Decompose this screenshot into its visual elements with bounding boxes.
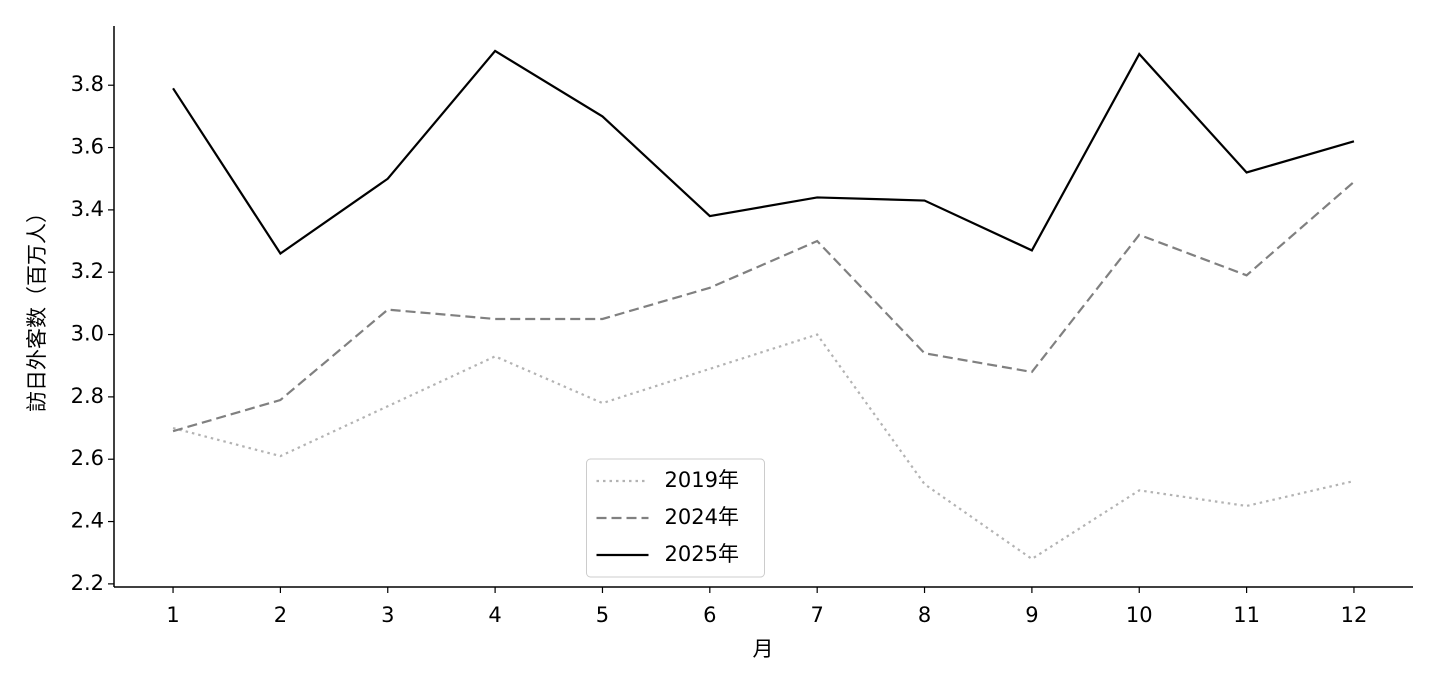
legend-label: 2019年 [665, 468, 739, 492]
x-tick-label: 9 [1025, 603, 1038, 627]
y-tick-label: 3.6 [71, 135, 104, 159]
x-tick-label: 4 [488, 603, 501, 627]
y-tick-label: 2.6 [71, 446, 104, 470]
y-tick-label: 3.8 [71, 72, 104, 96]
x-tick-label: 1 [166, 603, 179, 627]
x-axis-label: 月 [753, 637, 774, 661]
legend: 2019年 2024年 2025年 [586, 458, 765, 578]
y-tick-label: 2.2 [71, 571, 104, 595]
legend-label: 2025年 [665, 542, 739, 566]
x-tick-label: 2 [274, 603, 287, 627]
x-tick-label: 7 [810, 603, 823, 627]
x-tick-label: 8 [918, 603, 931, 627]
x-tick-label: 10 [1126, 603, 1153, 627]
x-tick-label: 5 [596, 603, 609, 627]
y-axis-label: 訪日外客数（百万人） [25, 202, 49, 412]
legend-label: 2024年 [665, 505, 739, 529]
series-line [172, 181, 1355, 433]
x-tick-label: 3 [381, 603, 394, 627]
series-line [172, 333, 1355, 561]
y-tick-label: 3.2 [71, 259, 104, 283]
y-tick-label: 2.4 [71, 509, 104, 533]
y-tick-label: 2.8 [71, 384, 104, 408]
legend-box [586, 458, 765, 578]
y-tick-label: 3.4 [71, 197, 104, 221]
series-line [172, 49, 1355, 256]
x-tick-label: 12 [1341, 603, 1368, 627]
y-tick-label: 3.0 [71, 322, 104, 346]
x-tick-label: 11 [1233, 603, 1260, 627]
x-tick-label: 6 [703, 603, 716, 627]
